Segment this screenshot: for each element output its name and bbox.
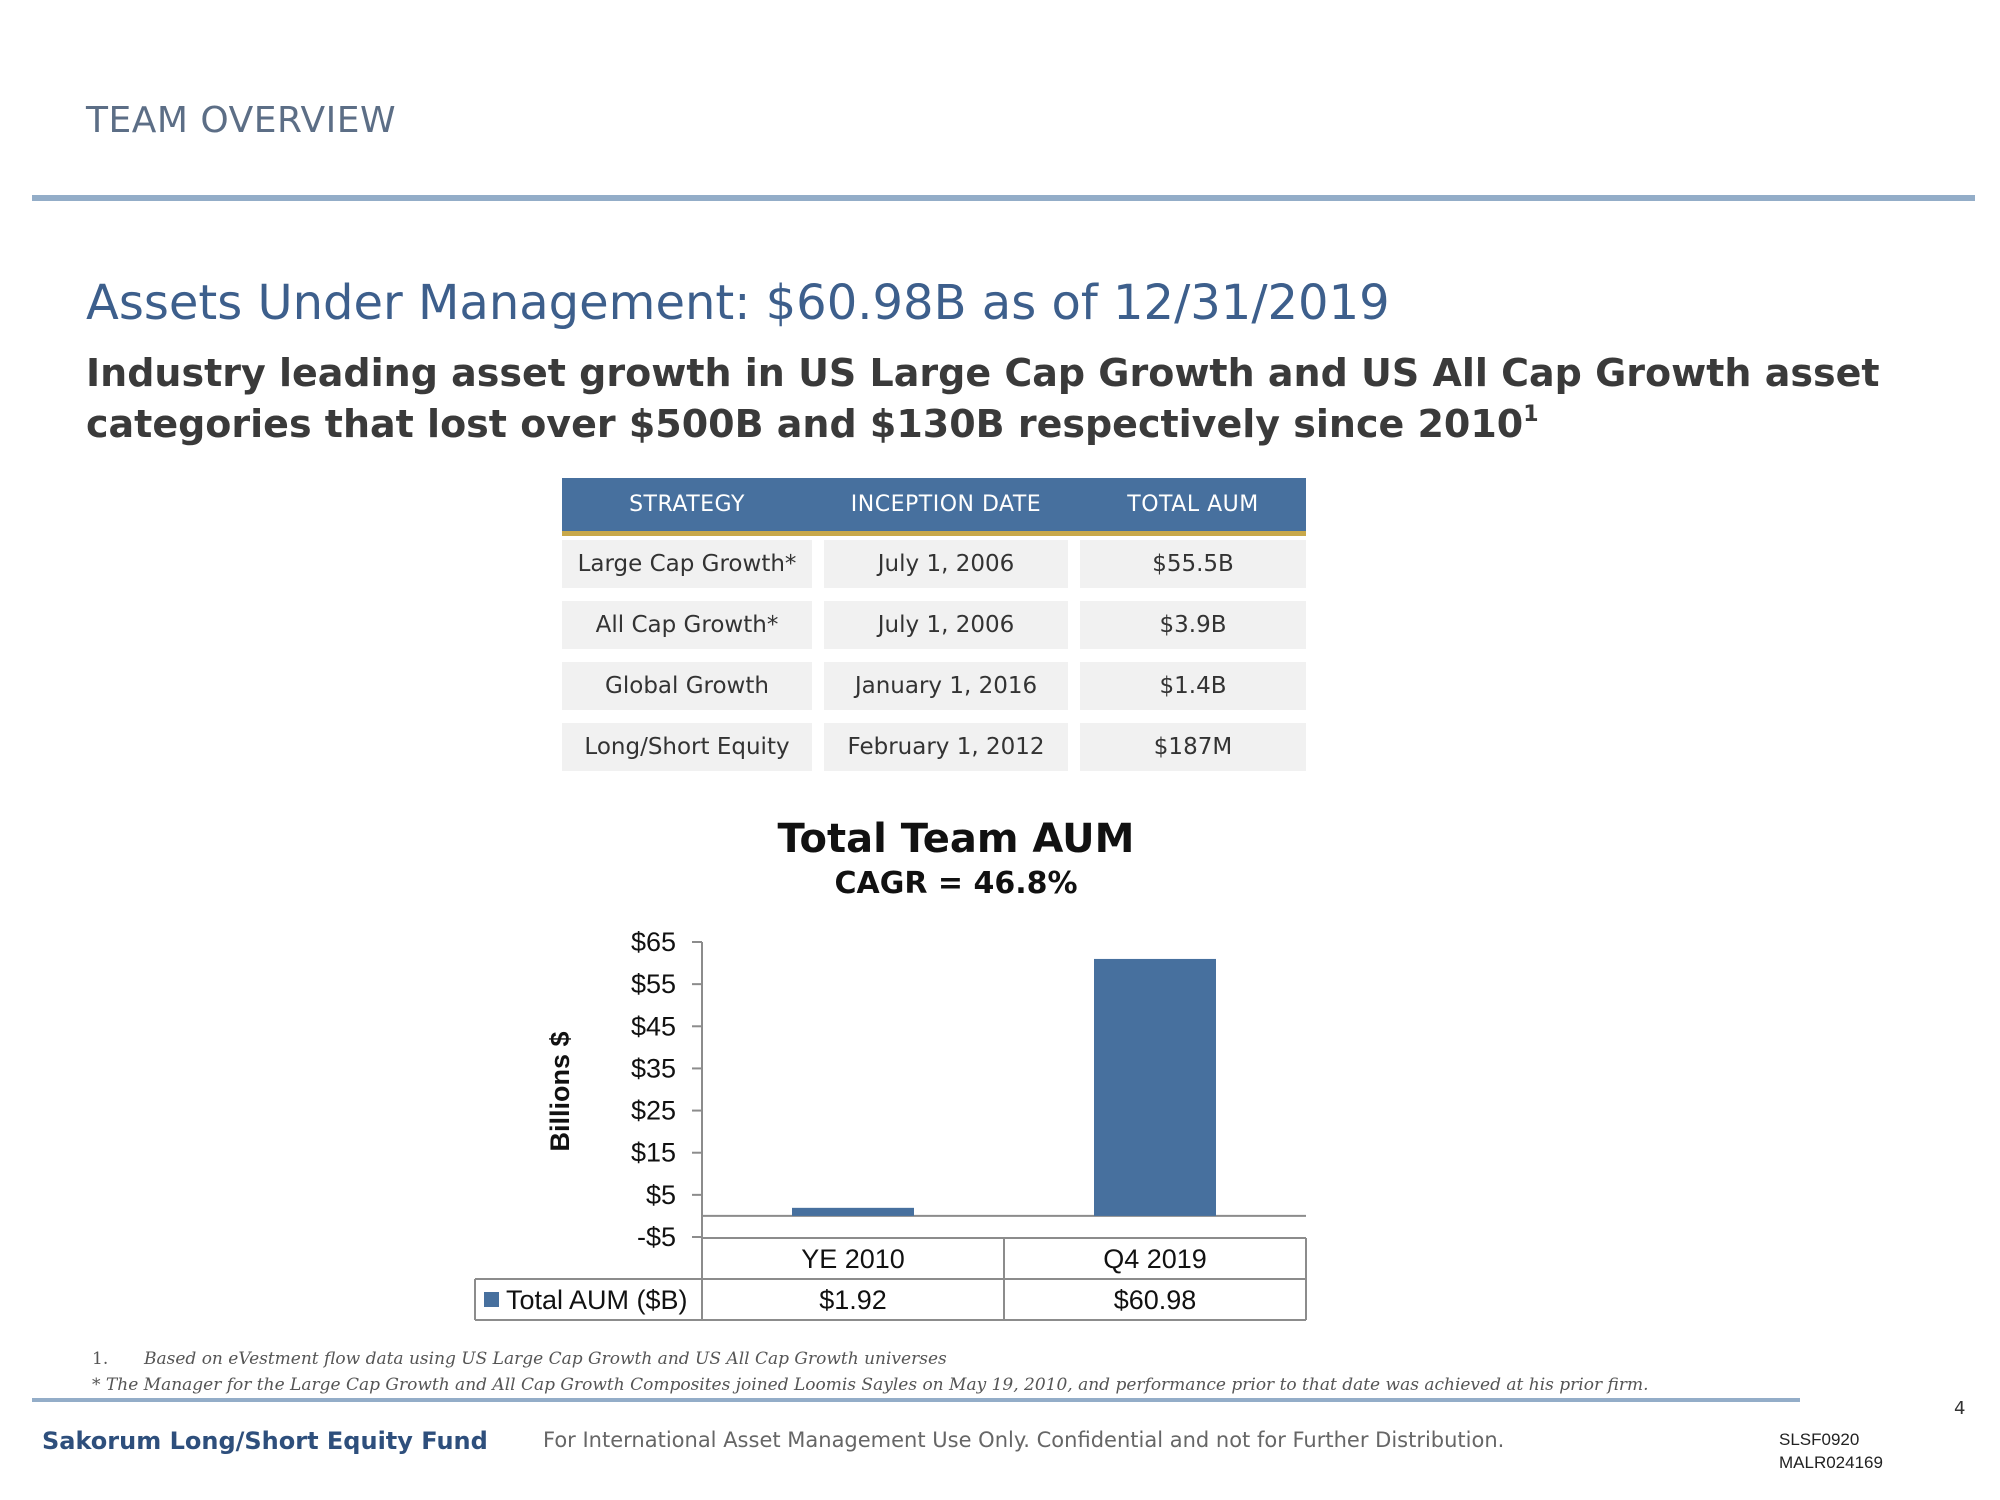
table-cell-total-aum: $55.5B: [1080, 540, 1306, 588]
x-category-label: Q4 2019: [1103, 1244, 1207, 1274]
x-category-label: YE 2010: [801, 1244, 905, 1274]
document-code: MALR024169: [1779, 1453, 1883, 1472]
footnote-2: * The Manager for the Large Cap Growth a…: [92, 1375, 1649, 1395]
table-cell-inception-date: January 1, 2016: [824, 662, 1068, 710]
page-title: Assets Under Management: $60.98B as of 1…: [86, 275, 1390, 331]
table-cell-inception-date: July 1, 2006: [824, 540, 1068, 588]
table-header-row: STRATEGY INCEPTION DATE TOTAL AUM: [562, 478, 1306, 536]
y-axis-label: Billions $: [545, 1031, 575, 1151]
bar: [1094, 958, 1216, 1216]
column-header-strategy: STRATEGY: [629, 492, 745, 517]
subtitle-text: Industry leading asset growth in US Larg…: [86, 351, 1880, 446]
y-tick-label: $15: [631, 1138, 676, 1168]
page-subtitle: Industry leading asset growth in US Larg…: [86, 348, 1946, 450]
table-cell-strategy: All Cap Growth*: [562, 601, 812, 649]
table-cell-strategy: Long/Short Equity: [562, 723, 812, 771]
subtitle-footnote-ref: 1: [1523, 402, 1539, 427]
bar: [792, 1207, 914, 1216]
table-cell-strategy: Large Cap Growth*: [562, 540, 812, 588]
table-cell-inception-date: July 1, 2006: [824, 601, 1068, 649]
chart-subtitle: CAGR = 46.8%: [834, 866, 1078, 901]
y-tick-label: -$5: [637, 1222, 676, 1252]
y-tick-label: $5: [646, 1180, 676, 1210]
footnote-1-number: 1.: [92, 1349, 109, 1369]
page-number: 4: [1954, 1398, 1966, 1419]
y-tick-label: $25: [631, 1096, 676, 1126]
data-value-label: $1.92: [819, 1285, 887, 1315]
header-divider: [32, 195, 1975, 201]
data-value-label: $60.98: [1114, 1285, 1197, 1315]
footnote-1-text: Based on eVestment flow data using US La…: [144, 1349, 947, 1369]
y-tick-label: $55: [631, 969, 676, 999]
fund-name: Sakorum Long/Short Equity Fund: [42, 1427, 488, 1455]
y-tick-label: $45: [631, 1011, 676, 1041]
legend-series-label: Total AUM ($B): [506, 1285, 688, 1315]
disclaimer: For International Asset Management Use O…: [543, 1428, 1505, 1452]
table-cell-total-aum: $1.4B: [1080, 662, 1306, 710]
chart-title: Total Team AUM: [777, 816, 1135, 862]
legend-swatch: [484, 1292, 499, 1307]
table-cell-total-aum: $3.9B: [1080, 601, 1306, 649]
table-cell-inception-date: February 1, 2012: [824, 723, 1068, 771]
table-cell-total-aum: $187M: [1080, 723, 1306, 771]
table-cell-strategy: Global Growth: [562, 662, 812, 710]
document-code: SLSF0920: [1779, 1430, 1860, 1449]
column-header-total-aum: TOTAL AUM: [1127, 492, 1259, 517]
footnote-1: 1. Based on eVestment flow data using US …: [92, 1349, 947, 1369]
y-tick-label: $35: [631, 1053, 676, 1083]
y-tick-label: $65: [631, 927, 676, 957]
section-title: TEAM OVERVIEW: [86, 100, 397, 141]
column-header-inception-date: INCEPTION DATE: [850, 492, 1042, 517]
footer-divider: [32, 1398, 1800, 1402]
